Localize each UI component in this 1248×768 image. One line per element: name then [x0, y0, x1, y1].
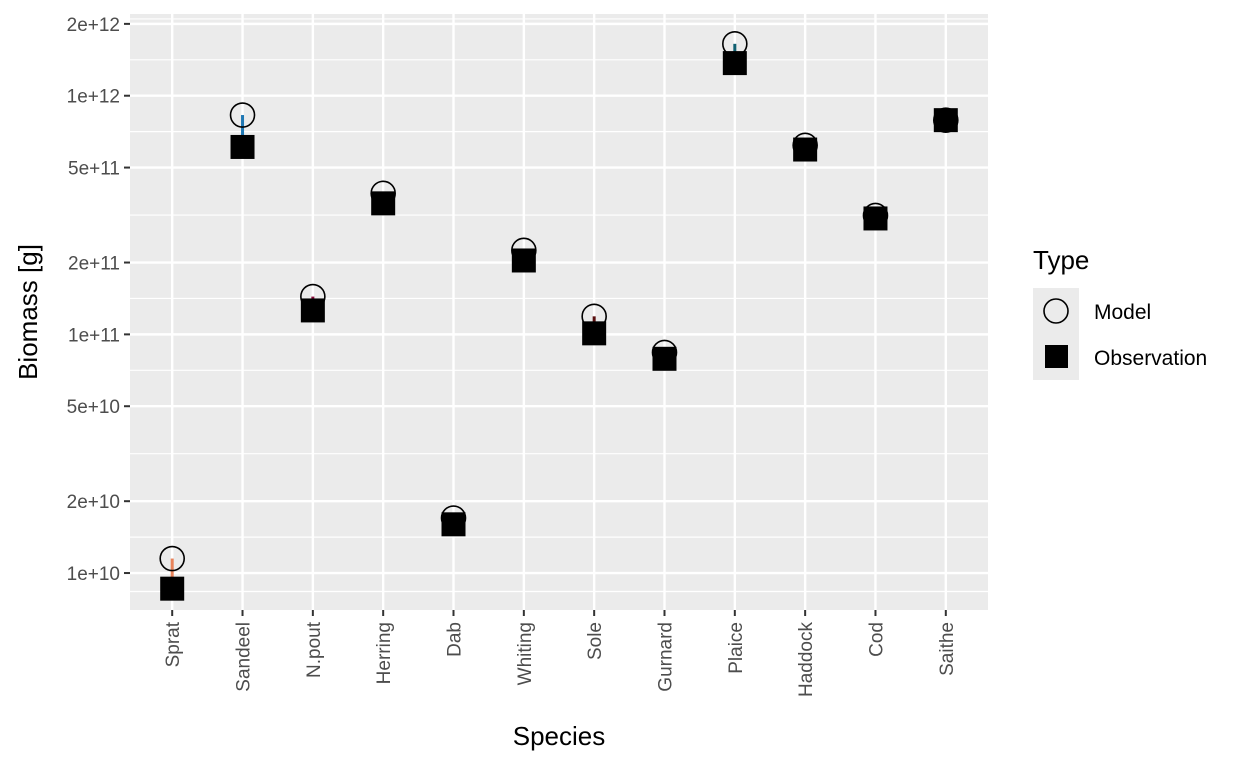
model-point	[651, 339, 678, 366]
x-tick-label: Gurnard	[655, 622, 676, 692]
x-tick-label: Dab	[445, 622, 466, 657]
observation-point	[511, 248, 536, 273]
legend-key-model-bg	[1033, 288, 1079, 334]
x-axis-title: Species	[513, 721, 606, 751]
x-tick-label: Cod	[866, 622, 887, 657]
legend-key-model	[1043, 298, 1069, 324]
observation-point	[722, 51, 747, 76]
observation-point	[441, 512, 466, 537]
x-tick-label: N.pout	[304, 621, 325, 678]
model-point	[862, 202, 889, 229]
plot-panel	[130, 14, 988, 610]
observation-point	[933, 108, 958, 133]
y-tick-label: 2e+12	[67, 15, 120, 36]
model-points	[159, 31, 959, 572]
legend-label-observation: Observation	[1094, 347, 1207, 370]
observation-point	[300, 298, 325, 323]
model-point	[722, 31, 748, 57]
y-tick-label: 5e+10	[67, 397, 120, 418]
observation-point	[371, 191, 396, 216]
model-point	[159, 545, 185, 572]
x-tick-label: Sprat	[163, 621, 184, 667]
x-tick-label: Haddock	[796, 622, 817, 697]
grid-minor	[130, 18, 988, 593]
observation-point	[863, 206, 888, 231]
x-tick-label: Plaice	[726, 622, 747, 674]
model-point	[933, 107, 959, 133]
observation-point	[652, 346, 677, 371]
x-tick-label: Sandeel	[234, 622, 255, 692]
grid-major	[130, 14, 988, 610]
model-point	[511, 237, 537, 264]
legend-key-observation	[1045, 345, 1068, 368]
y-tick-label: 1e+10	[67, 564, 120, 585]
observation-point	[160, 576, 185, 601]
x-axis: Sprat Sandeel N.pout Herring Dab Whiting Sole G…	[163, 610, 958, 697]
model-point	[581, 303, 607, 330]
legend-label-model: Model	[1094, 301, 1151, 324]
model-point	[229, 102, 256, 128]
model-point	[440, 505, 467, 531]
y-tick-label: 1e+11	[68, 325, 120, 346]
model-point	[370, 180, 396, 207]
observation-point	[230, 134, 255, 159]
y-tick-label: 2e+10	[67, 492, 120, 513]
legend-title: Type	[1033, 245, 1089, 275]
legend: Type Model Observation	[1033, 245, 1207, 380]
y-tick-label: 5e+11	[68, 159, 120, 180]
x-tick-label: Sole	[585, 622, 606, 660]
x-tick-label: Whiting	[515, 622, 536, 685]
y-tick-label: 2e+11	[68, 254, 120, 275]
x-tick-label: Herring	[374, 622, 395, 684]
y-tick-label: 1e+12	[67, 87, 120, 108]
x-tick-label: Saithe	[937, 622, 958, 676]
y-axis-title: Biomass [g]	[13, 244, 43, 380]
model-point	[300, 283, 326, 310]
y-axis: 1e+10 2e+10 5e+10 1e+11 2e+11 5e+11 1e+12 2e+12	[67, 15, 130, 585]
model-point	[792, 132, 818, 159]
